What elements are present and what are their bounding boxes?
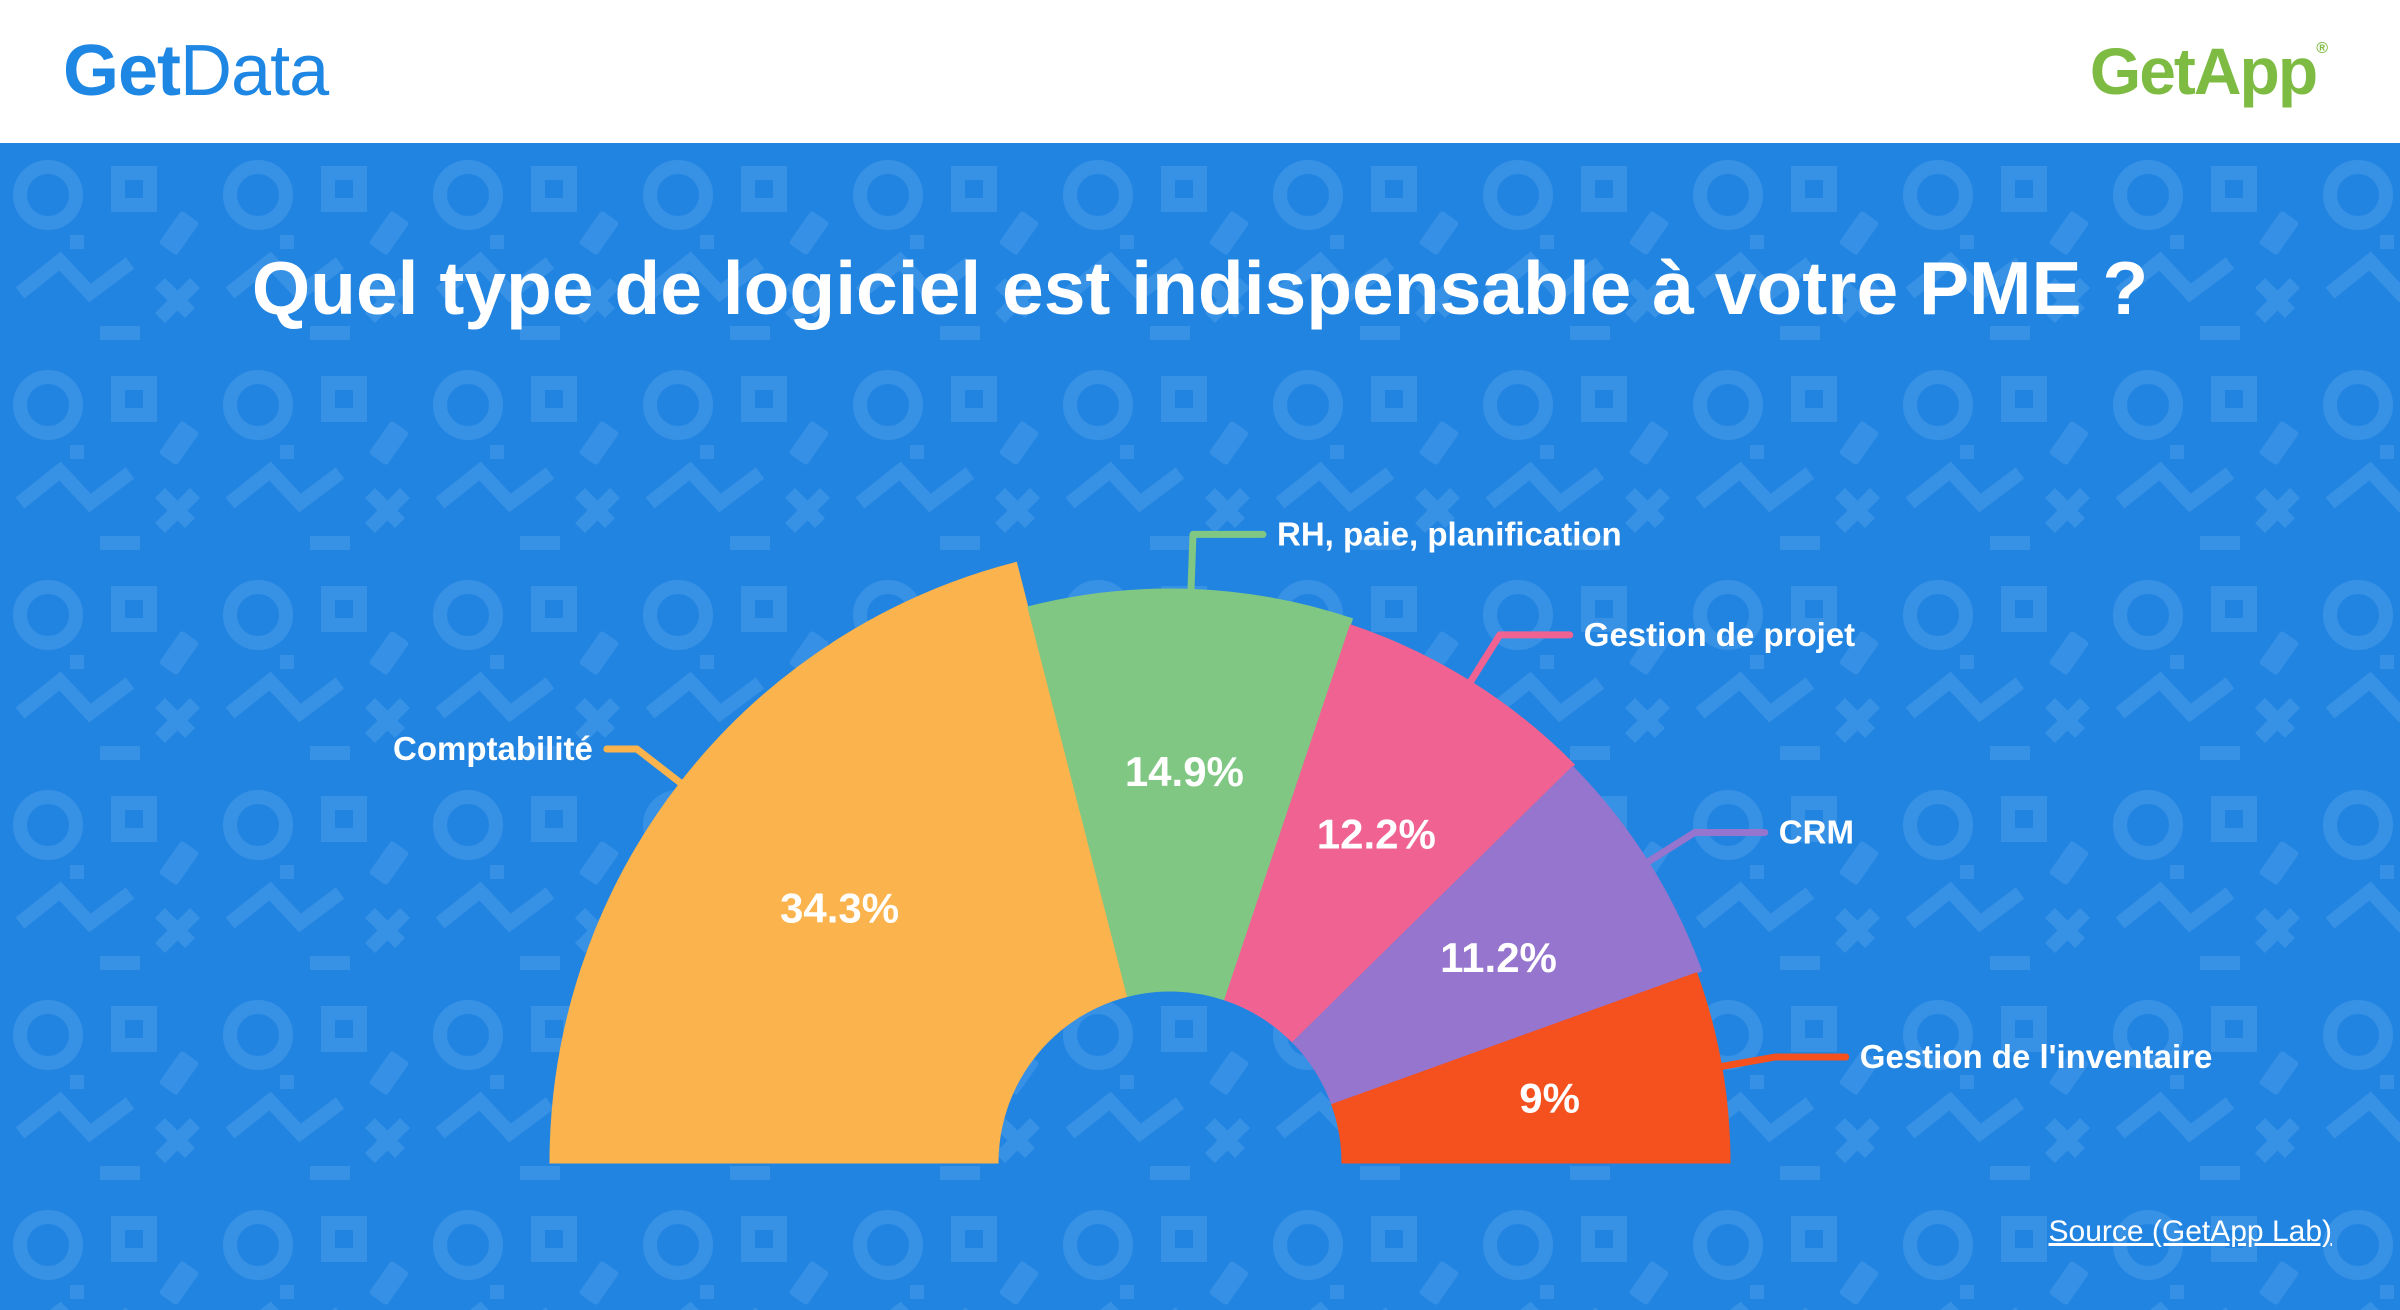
value-label-comptabilite: 34.3% [780,884,899,931]
leader-line-rh-paie-planification [1187,530,1267,593]
getapp-logo-text: GetApp [2089,34,2318,108]
slice-rh-paie-planification[interactable] [1027,588,1354,1001]
leader-line-gestion-de-l-inventaire [1718,1053,1850,1070]
chart-title: Quel type de logiciel est indispensable … [251,246,2149,330]
value-label-gestion-de-projet: 12.2% [1317,811,1436,858]
getdata-logo-light: Data [180,31,329,111]
chart-panel: Quel type de logiciel est indispensable … [0,143,2400,1310]
source-link[interactable]: Source (GetApp Lab) [2048,1215,2333,1248]
leader-line-comptabilite [603,745,684,787]
slice-crm[interactable] [1291,765,1703,1106]
slice-comptabilite[interactable] [549,561,1129,1164]
registered-mark: ® [2316,40,2328,57]
value-label-gestion-de-l-inventaire: 9% [1519,1075,1580,1122]
slice-gestion-de-l-inventaire[interactable] [1331,972,1731,1164]
category-label-comptabilite: Comptabilité [393,730,593,767]
leader-line-gestion-de-projet [1467,631,1574,686]
getdata-logo-bold: Get [63,31,181,111]
category-label-gestion-de-l-inventaire: Gestion de l'inventaire [1860,1038,2213,1075]
value-label-crm: 11.2% [1440,934,1557,981]
getdata-logo[interactable]: GetData [63,26,329,116]
category-label-crm: CRM [1779,813,1854,850]
header-bar: GetData GetApp® [0,0,2400,143]
category-label-rh-paie-planification: RH, paie, planification [1277,515,1622,552]
leader-line-crm [1644,828,1769,866]
slice-gestion-de-projet[interactable] [1224,624,1576,1044]
value-label-rh-paie-planification: 14.9% [1125,748,1244,795]
getapp-logo[interactable]: GetApp® [2090,26,2328,116]
category-label-gestion-de-projet: Gestion de projet [1584,616,1855,653]
half-donut-chart: 34.3% 14.9% 12.2% 11.2% 9% Comptabilité RH, p… [393,515,2213,1164]
